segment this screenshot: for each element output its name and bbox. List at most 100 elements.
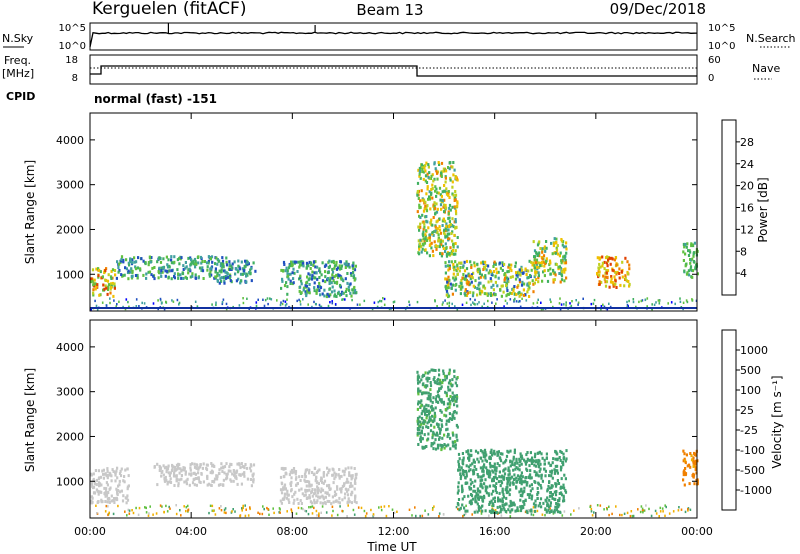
heatmap-cell <box>250 464 253 468</box>
heatmap-cell <box>313 271 316 275</box>
heatmap-cell <box>551 252 554 256</box>
heatmap-cell <box>418 431 421 435</box>
heatmap-cell <box>493 484 496 488</box>
heatmap-cell <box>102 283 105 287</box>
heatmap-cell <box>431 173 434 177</box>
heatmap-cell <box>501 452 504 456</box>
heatmap-cell <box>493 260 496 264</box>
heatmap-cell <box>419 222 422 226</box>
heatmap-cell <box>446 402 449 406</box>
heatmap-cell <box>694 459 697 463</box>
heatmap-cell <box>544 514 546 517</box>
colorbar-tick-label: 24 <box>740 158 754 171</box>
heatmap-cell <box>416 426 419 430</box>
heatmap-cell <box>339 260 342 264</box>
heatmap-cell <box>446 234 449 238</box>
heatmap-cell <box>490 448 493 452</box>
heatmap-cell <box>184 261 187 264</box>
heatmap-cell <box>185 276 188 280</box>
heatmap-cell <box>305 284 309 288</box>
heatmap-cell <box>533 258 536 262</box>
heatmap-cell <box>211 470 214 474</box>
heatmap-cell <box>113 497 116 501</box>
heatmap-cell <box>493 462 496 466</box>
heatmap-cell <box>215 301 217 304</box>
heatmap-cell <box>319 286 323 290</box>
heatmap-cell <box>448 278 451 282</box>
heatmap-cell <box>442 217 445 221</box>
heatmap-cell <box>104 510 107 513</box>
heatmap-cell <box>428 195 431 199</box>
heatmap-cell <box>626 303 629 307</box>
heatmap-cell <box>484 454 487 458</box>
heatmap-cell <box>310 261 313 265</box>
heatmap-cell <box>331 505 334 508</box>
heatmap-cell <box>210 273 213 277</box>
heatmap-cell <box>350 294 353 298</box>
heatmap-cell <box>558 510 562 514</box>
heatmap-cell <box>138 506 141 510</box>
heatmap-cell <box>424 204 427 208</box>
heatmap-cell <box>501 474 504 478</box>
heatmap-cell <box>427 437 430 441</box>
power-y-axis-label: Slant Range [km] <box>23 160 37 264</box>
heatmap-cell <box>651 303 653 306</box>
heatmap-cell <box>425 181 429 184</box>
heatmap-cell <box>247 514 250 517</box>
heatmap-cell <box>445 293 448 297</box>
heatmap-cell <box>466 481 469 485</box>
heatmap-cell <box>578 507 580 510</box>
heatmap-cell <box>465 464 468 468</box>
x-tick-label: 20:00 <box>580 525 612 538</box>
heatmap-cell <box>421 170 424 174</box>
heatmap-cell <box>514 297 516 301</box>
heatmap-cell <box>290 262 293 266</box>
heatmap-cell <box>489 294 493 297</box>
heatmap-cell <box>511 501 514 505</box>
heatmap-cell <box>500 284 503 288</box>
heatmap-cell <box>299 274 302 278</box>
heatmap-cell <box>117 484 120 488</box>
heatmap-cell <box>380 300 383 303</box>
heatmap-cell <box>164 475 167 479</box>
heatmap-cell <box>495 482 498 486</box>
heatmap-cell <box>431 196 434 200</box>
heatmap-cell <box>449 395 452 398</box>
heatmap-cell <box>429 381 432 384</box>
heatmap-cell <box>444 390 447 394</box>
heatmap-cell <box>445 286 448 290</box>
heatmap-cell <box>319 501 322 505</box>
heatmap-cell <box>191 481 195 485</box>
heatmap-cell <box>90 473 93 477</box>
heatmap-cell <box>627 280 630 283</box>
heatmap-cell <box>682 449 685 453</box>
heatmap-cell <box>272 507 274 510</box>
heatmap-cell <box>286 269 289 273</box>
heatmap-cell <box>528 484 531 488</box>
heatmap-cell <box>446 302 449 305</box>
heatmap-cell <box>418 428 421 432</box>
heatmap-cell <box>464 509 467 513</box>
cpid-value: normal (fast) -151 <box>94 92 217 106</box>
heatmap-cell <box>91 500 94 504</box>
y-tick-label: 4000 <box>56 134 84 147</box>
heatmap-cell <box>430 218 433 222</box>
heatmap-cell <box>117 504 119 508</box>
heatmap-cell <box>106 288 110 291</box>
heatmap-cell <box>494 511 497 515</box>
heatmap-cell <box>451 292 454 296</box>
heatmap-cell <box>507 292 510 296</box>
heatmap-cell <box>472 489 475 493</box>
heatmap-cell <box>112 294 115 298</box>
heatmap-cell <box>286 298 288 301</box>
heatmap-cell <box>314 265 317 269</box>
heatmap-cell <box>503 278 506 282</box>
heatmap-cell <box>431 436 434 440</box>
heatmap-cell <box>175 463 179 467</box>
heatmap-cell <box>281 277 284 281</box>
heatmap-cell <box>455 269 458 272</box>
heatmap-cell <box>332 481 335 485</box>
heatmap-cell <box>218 269 221 273</box>
heatmap-cell <box>354 473 357 477</box>
